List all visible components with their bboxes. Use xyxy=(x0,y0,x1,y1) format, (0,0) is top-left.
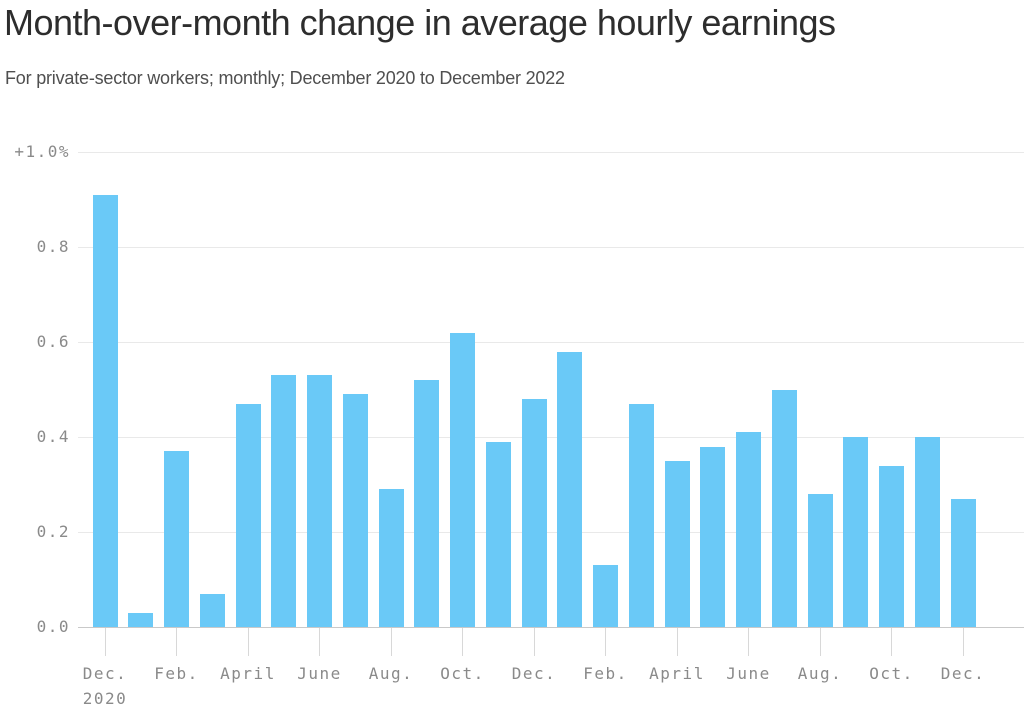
chart-subtitle: For private-sector workers; monthly; Dec… xyxy=(5,68,565,88)
x-axis-tick-mark xyxy=(748,628,749,656)
y-axis-tick-label: +1.0% xyxy=(14,142,70,161)
bar-oct-2021 xyxy=(450,332,475,627)
x-axis-tick-label-year: 2020 xyxy=(82,689,128,708)
x-axis-tick-label: Feb. xyxy=(558,661,654,686)
x-axis-tick-label: June xyxy=(272,661,368,686)
y-axis-tick-label: 0.8 xyxy=(36,237,70,256)
x-axis-tick-label-month: Dec. xyxy=(940,664,986,683)
x-axis-tick-label-month: April xyxy=(220,664,276,683)
x-axis-tick-label: Oct. xyxy=(415,661,511,686)
x-axis-tick-mark xyxy=(533,628,535,656)
gridline xyxy=(78,152,1024,153)
bar-dec-2022 xyxy=(950,498,976,627)
x-axis-tick-mark xyxy=(104,628,106,656)
bar-july-2021 xyxy=(342,394,368,627)
bar-march-2022 xyxy=(628,403,654,627)
bar-may-2022 xyxy=(700,446,726,627)
bar-april-2021 xyxy=(235,403,261,627)
bar-dec-2021 xyxy=(521,399,547,627)
gridline xyxy=(78,437,1024,438)
x-axis-tick-label: Oct. xyxy=(844,661,940,686)
bar-sep-2022 xyxy=(843,437,869,627)
x-axis-tick-mark xyxy=(176,628,177,656)
x-axis-tick-mark xyxy=(462,628,463,656)
x-axis-tick-label: Aug. xyxy=(343,661,439,686)
bar-june-2021 xyxy=(307,375,332,627)
x-axis-tick-label: Dec. xyxy=(915,661,1011,686)
x-axis-baseline xyxy=(78,627,1024,628)
y-axis-tick-label: 0.4 xyxy=(36,427,70,446)
bar-june-2022 xyxy=(736,432,761,627)
x-axis-tick-label: April xyxy=(629,661,725,686)
y-axis-tick-label: 0.0 xyxy=(36,617,70,636)
x-axis-tick-label-month: Oct. xyxy=(440,664,485,683)
y-axis-tick-label: 0.2 xyxy=(36,522,70,541)
x-axis-tick-mark xyxy=(319,628,320,656)
x-axis-tick-label-month: Dec. xyxy=(511,664,557,683)
x-axis-tick-mark xyxy=(891,628,892,656)
x-axis-tick-label: Aug. xyxy=(772,661,868,686)
bar-nov-2021 xyxy=(485,441,511,627)
x-axis-tick-label-month: April xyxy=(649,664,705,683)
bar-aug-2021 xyxy=(378,489,404,627)
x-axis-tick-label-month: June xyxy=(297,664,342,683)
gridline xyxy=(78,532,1024,533)
x-axis-tick-mark xyxy=(605,628,606,656)
bar-march-2021 xyxy=(199,593,225,627)
bar-july-2022 xyxy=(771,389,797,627)
x-axis-tick-label-month: Aug. xyxy=(797,664,843,683)
x-axis: Dec. 2020 Feb. April June Aug. Oct. Dec. Feb. Apr… xyxy=(78,628,1024,716)
bar-dec-2020 xyxy=(92,194,118,627)
plot-area xyxy=(78,152,1024,628)
x-axis-tick-mark xyxy=(247,628,249,656)
bar-april-2022 xyxy=(664,460,690,627)
x-axis-tick-label-month: Aug. xyxy=(368,664,414,683)
bar-jan-2022 xyxy=(557,351,583,627)
bar-oct-2022 xyxy=(879,465,904,627)
bar-jan-2021 xyxy=(128,612,154,627)
bar-feb-2021 xyxy=(164,451,189,627)
x-axis-tick-label-month: Dec. xyxy=(82,664,128,683)
y-axis: +1.0% 0.8 0.6 0.4 0.2 0.0 xyxy=(0,142,70,636)
bar-nov-2022 xyxy=(914,437,940,627)
bar-aug-2022 xyxy=(807,494,833,627)
x-axis-tick-label: April xyxy=(200,661,296,686)
x-axis-tick-label: Dec. xyxy=(486,661,582,686)
x-axis-tick-label-month: Oct. xyxy=(869,664,914,683)
x-axis-tick-label: June xyxy=(701,661,797,686)
bar-sep-2021 xyxy=(414,380,440,627)
bar-feb-2022 xyxy=(593,565,618,627)
chart-title: Month-over-month change in average hourl… xyxy=(4,2,836,43)
x-axis-tick-mark xyxy=(390,628,392,656)
bar-may-2021 xyxy=(271,375,297,627)
gridline xyxy=(78,247,1024,248)
x-axis-tick-label: Dec. 2020 xyxy=(57,661,153,711)
x-axis-tick-label-month: Feb. xyxy=(154,664,199,683)
x-axis-tick-mark xyxy=(819,628,821,656)
x-axis-tick-mark xyxy=(676,628,678,656)
x-axis-tick-mark xyxy=(962,628,964,656)
x-axis-tick-label-month: Feb. xyxy=(583,664,628,683)
y-axis-tick-label: 0.6 xyxy=(36,332,70,351)
gridline xyxy=(78,342,1024,343)
x-axis-tick-label-month: June xyxy=(726,664,771,683)
x-axis-tick-label: Feb. xyxy=(129,661,225,686)
